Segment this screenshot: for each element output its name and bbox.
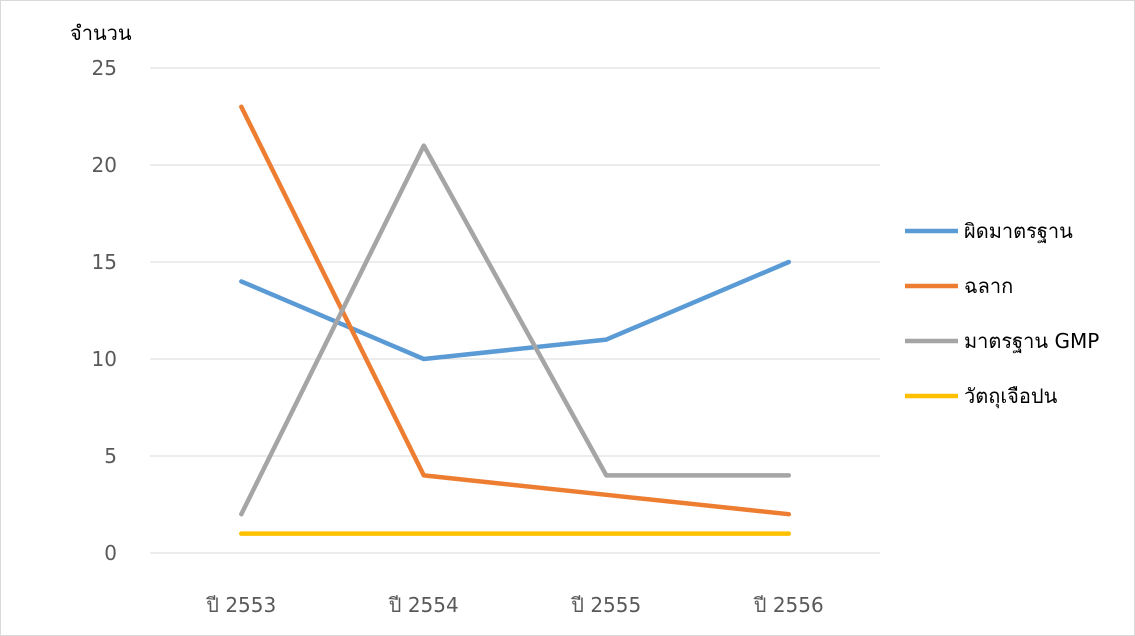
legend-label: วัตถุเจือปน (964, 384, 1058, 409)
series-line-1 (239, 259, 792, 362)
x-tick-label: ปี 2556 (754, 593, 824, 617)
y-tick-label: 25 (92, 56, 117, 80)
series-line-3 (239, 143, 792, 517)
x-tick-label: ปี 2553 (206, 593, 276, 617)
y-tick-label: 20 (92, 153, 117, 177)
legend-label: ผิดมาตรฐาน (964, 219, 1073, 243)
series-line-2 (239, 104, 792, 517)
y-tick-label: 15 (92, 250, 117, 274)
x-tick-label: ปี 2554 (389, 593, 459, 617)
legend-label: ฉลาก (964, 274, 1013, 298)
series-lines (239, 104, 792, 536)
y-tick-label: 0 (104, 541, 117, 565)
y-axis-label: จำนวน (70, 21, 132, 45)
x-tick-label: ปี 2555 (571, 593, 641, 617)
y-axis-ticks: 0 5 10 15 20 25 (92, 56, 117, 565)
legend-label: มาตรฐาน GMP (964, 329, 1099, 353)
x-axis-ticks: ปี 2553 ปี 2554 ปี 2555 ปี 2556 (206, 593, 824, 617)
y-tick-label: 5 (104, 444, 117, 468)
y-tick-label: 10 (92, 347, 117, 371)
